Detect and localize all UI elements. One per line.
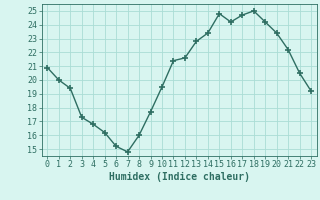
X-axis label: Humidex (Indice chaleur): Humidex (Indice chaleur) bbox=[109, 172, 250, 182]
